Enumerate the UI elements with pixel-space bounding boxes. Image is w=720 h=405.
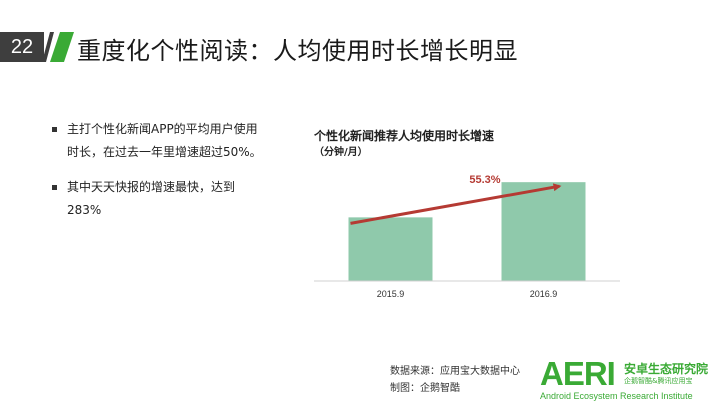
page-number: 22 (0, 32, 44, 62)
slide-header: 22 重度化个性阅读：人均使用时长增长明显 (0, 0, 720, 80)
bar-2016.9 (501, 182, 586, 281)
growth-label: 55.3% (469, 174, 500, 186)
chart-unit-label: （分钟/月） (314, 147, 368, 158)
chart-title: 个性化新闻推荐人均使用时长增速 (314, 129, 495, 143)
bullet-text: 主打个性化新闻APP的平均用户使用时长，在过去一年里增速超过50%。 (67, 122, 262, 159)
bullet-marker (52, 185, 57, 190)
bullet-item: 主打个性化新闻APP的平均用户使用时长，在过去一年里增速超过50%。 (52, 118, 282, 164)
source-note: 数据来源：应用宝大数据中心 制图：企鹅智酷 (390, 363, 520, 397)
page-title: 重度化个性阅读：人均使用时长增长明显 (77, 37, 518, 65)
bar-2015.9 (348, 217, 433, 281)
growth-arrow (350, 183, 562, 225)
chart-credit: 制图：企鹅智酷 (390, 383, 460, 394)
x-tick-label: 2016.9 (530, 289, 558, 299)
data-source: 数据来源：应用宝大数据中心 (390, 366, 520, 377)
bar-chart: 2015.9 2016.9 55.3% (314, 174, 620, 299)
bullet-marker (52, 127, 57, 132)
bullet-list: 主打个性化新闻APP的平均用户使用时长，在过去一年里增速超过50%。 其中天天快… (52, 118, 282, 234)
bullet-text: 其中天天快报的增速最快，达到283% (67, 180, 236, 217)
aeri-logo: AERI 安卓生态研究院 企鹅智酷&腾讯应用宝 Android Ecosyste… (538, 355, 718, 403)
bullet-item: 其中天天快报的增速最快，达到283% (52, 176, 282, 222)
x-tick-label: 2015.9 (377, 289, 405, 299)
logo-cn-name: 安卓生态研究院 (624, 362, 709, 376)
logo-mark: AERI (540, 355, 616, 392)
logo-en-name: Android Ecosystem Research Institute (540, 391, 693, 401)
title-accent-icon (42, 32, 74, 62)
logo-subtitle: 企鹅智酷&腾讯应用宝 (624, 377, 693, 385)
